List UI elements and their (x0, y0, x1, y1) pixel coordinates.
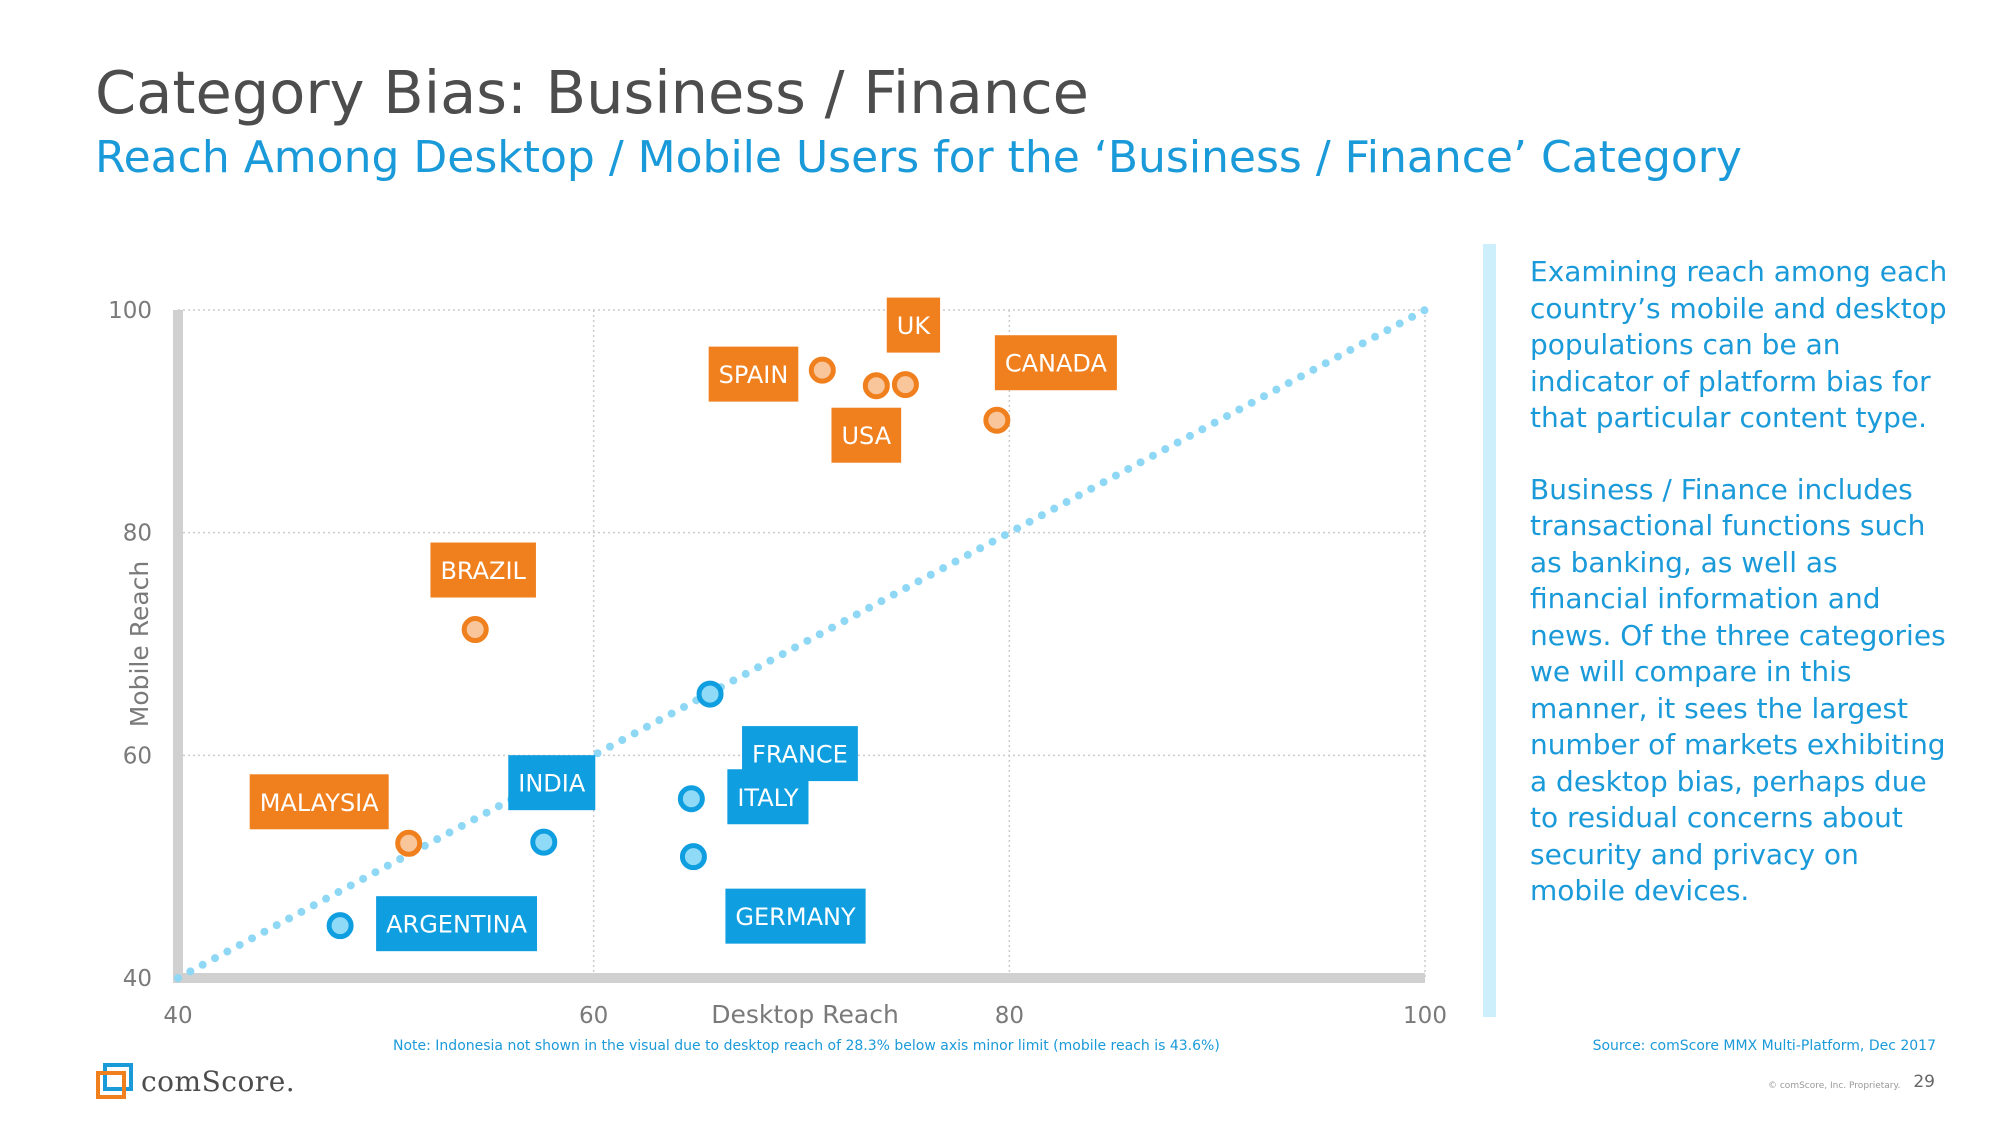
chart-points (326, 356, 1011, 940)
point-argentina (326, 912, 354, 940)
y-tick-label-40: 40 (123, 966, 152, 992)
label-text-germany: GERMANY (735, 903, 856, 931)
point-germany (679, 843, 707, 871)
label-box-usa (831, 407, 902, 463)
sidebar-commentary: Examining reach among each country’s mob… (1530, 254, 1950, 945)
slide-title: Category Bias: Business / Finance (95, 58, 1089, 127)
label-text-india: INDIA (518, 770, 586, 798)
x-axis-title: Desktop Reach (711, 1000, 899, 1029)
label-box-argentina (376, 896, 538, 952)
parity-line (174, 306, 1429, 982)
point-uk (891, 371, 919, 399)
label-canada: CANADA (994, 335, 1117, 391)
x-tick-label-40: 40 (163, 1003, 192, 1029)
label-text-brazil: BRAZIL (440, 557, 526, 585)
label-box-malaysia (249, 774, 389, 830)
label-box-spain (708, 346, 799, 402)
x-tick-label-80: 80 (995, 1003, 1024, 1029)
sidebar-accent-bar (1483, 244, 1496, 1017)
chart-point-labels: SPAIN UK USA CANADA BRAZIL MALAYSIA FRANCE INDI… (249, 297, 1117, 952)
point-usa (862, 372, 890, 400)
x-tick-label-100: 100 (1403, 1003, 1447, 1029)
y-tick-label-80: 80 (123, 521, 152, 547)
label-text-uk: UK (897, 312, 932, 340)
label-box-brazil (430, 542, 536, 598)
point-brazil (461, 616, 489, 644)
label-brazil: BRAZIL (430, 542, 536, 598)
chart-note: Note: Indonesia not shown in the visual … (393, 1038, 1220, 1054)
y-axis-title: Mobile Reach (125, 561, 154, 728)
label-box-uk (886, 297, 941, 353)
comscore-logo-text: comScore. (141, 1064, 296, 1098)
point-canada (983, 406, 1011, 434)
slide-subtitle: Reach Among Desktop / Mobile Users for t… (95, 132, 1742, 183)
label-text-canada: CANADA (1005, 350, 1108, 378)
page-number: 29 (1913, 1072, 1935, 1092)
sidebar-paragraph-1: Examining reach among each country’s mob… (1530, 255, 1948, 434)
label-text-argentina: ARGENTINA (386, 911, 528, 939)
point-france (696, 680, 724, 708)
label-uk: UK (886, 297, 941, 353)
parity-dotted-line (174, 306, 1429, 982)
sidebar-paragraph-2: Business / Finance includes transactiona… (1530, 472, 1946, 908)
label-text-italy: ITALY (737, 784, 798, 812)
label-india: INDIA (508, 755, 596, 811)
point-italy (677, 785, 705, 813)
point-spain (808, 356, 836, 384)
comscore-logo: comScore. (95, 1063, 295, 1099)
label-usa: USA (831, 407, 902, 463)
source-citation: Source: comScore MMX Multi-Platform, Dec… (1592, 1038, 1936, 1054)
label-text-malaysia: MALAYSIA (260, 789, 380, 817)
label-argentina: ARGENTINA (376, 896, 538, 952)
y-tick-label-60: 60 (123, 743, 152, 769)
label-germany: GERMANY (725, 888, 866, 944)
label-malaysia: MALAYSIA (249, 774, 389, 830)
comscore-logo-icon (96, 1063, 133, 1099)
label-italy: ITALY (727, 769, 809, 825)
label-text-spain: SPAIN (719, 361, 789, 389)
x-tick-label-60: 60 (579, 1003, 608, 1029)
label-text-france: FRANCE (752, 741, 848, 769)
label-text-usa: USA (841, 422, 891, 450)
scatter-chart: 40 60 80 100 40 60 80 100 Desktop Reach Mobile Re… (108, 297, 1447, 1029)
label-box-italy (727, 769, 809, 825)
label-box-canada (994, 335, 1117, 391)
label-box-india (508, 755, 596, 811)
label-box-germany (725, 888, 866, 944)
point-india (530, 828, 558, 856)
y-tick-label-100: 100 (108, 298, 152, 324)
point-malaysia (395, 829, 423, 857)
chart-axes: 40 60 80 100 40 60 80 100 Desktop Reach Mobile Re… (108, 298, 1447, 1029)
label-spain: SPAIN (708, 346, 799, 402)
copyright-notice: © comScore, Inc. Proprietary. (1768, 1081, 1901, 1091)
